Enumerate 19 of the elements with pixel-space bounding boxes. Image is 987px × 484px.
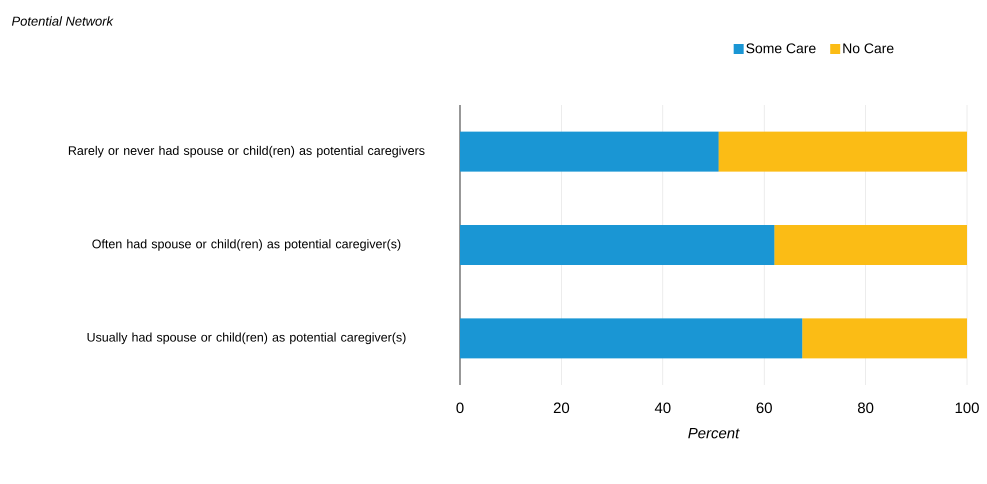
- x-tick-label: 100: [956, 402, 979, 414]
- bar: [460, 132, 719, 172]
- bar: [460, 318, 802, 358]
- y-tick-label: Rarely or never had spouse or child(ren) as potential caregivers: [68, 146, 425, 158]
- legend-label: Some Care: [746, 43, 816, 54]
- y-tick-label: Often had spouse or child(ren) as potential caregiver(s): [92, 239, 400, 251]
- x-tick-label: 60: [756, 402, 772, 414]
- x-tick-label: 0: [456, 402, 464, 414]
- legend-label: No Care: [843, 43, 894, 54]
- x-axis-title: Percent: [688, 428, 740, 438]
- text: Potential Network: [12, 16, 114, 26]
- x-tick-label: 80: [858, 402, 874, 414]
- x-tick-label: 40: [654, 402, 671, 414]
- y-tick-label: Usually had spouse or child(ren) as potential caregiver(s): [88, 332, 406, 344]
- x-tick-label: 20: [554, 402, 570, 414]
- bar: [718, 132, 968, 172]
- bar: [802, 318, 968, 358]
- bar: [774, 225, 968, 266]
- bar: [460, 225, 774, 266]
